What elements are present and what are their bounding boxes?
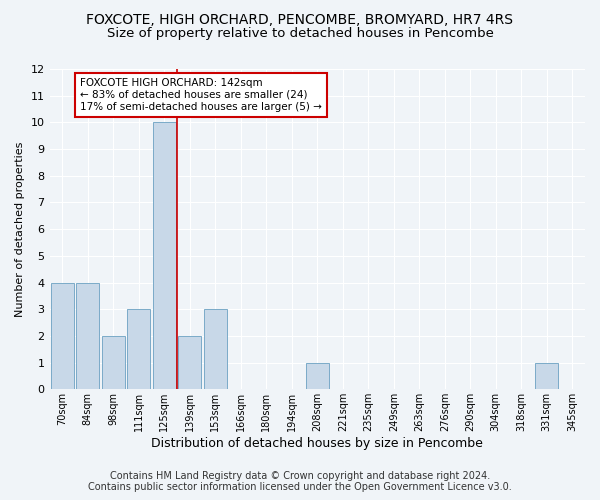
- Text: Size of property relative to detached houses in Pencombe: Size of property relative to detached ho…: [107, 28, 493, 40]
- Y-axis label: Number of detached properties: Number of detached properties: [15, 142, 25, 317]
- Bar: [153, 122, 176, 390]
- Text: FOXCOTE HIGH ORCHARD: 142sqm
← 83% of detached houses are smaller (24)
17% of se: FOXCOTE HIGH ORCHARD: 142sqm ← 83% of de…: [80, 78, 322, 112]
- Bar: [127, 309, 150, 390]
- Bar: [535, 362, 558, 390]
- X-axis label: Distribution of detached houses by size in Pencombe: Distribution of detached houses by size …: [151, 437, 483, 450]
- Bar: [102, 336, 125, 390]
- Bar: [204, 309, 227, 390]
- Bar: [51, 282, 74, 390]
- Bar: [178, 336, 201, 390]
- Bar: [306, 362, 329, 390]
- Text: Contains HM Land Registry data © Crown copyright and database right 2024.
Contai: Contains HM Land Registry data © Crown c…: [88, 471, 512, 492]
- Text: FOXCOTE, HIGH ORCHARD, PENCOMBE, BROMYARD, HR7 4RS: FOXCOTE, HIGH ORCHARD, PENCOMBE, BROMYAR…: [86, 12, 514, 26]
- Bar: [76, 282, 99, 390]
